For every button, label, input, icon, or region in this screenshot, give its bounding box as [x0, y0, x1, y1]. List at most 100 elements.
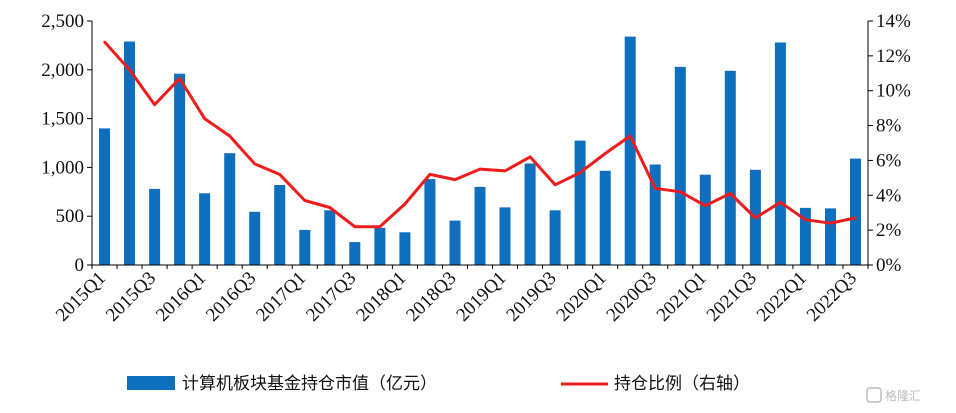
- line-point-2021Q4: [779, 201, 782, 204]
- x-tick-label: 2020Q3: [603, 268, 661, 326]
- right-tick-label: 2%: [876, 220, 902, 241]
- line-point-2015Q3: [153, 103, 156, 106]
- bar-2015Q4: [174, 73, 186, 265]
- right-tick-label: 10%: [876, 81, 911, 102]
- legend: 计算机板块基金持仓市值（亿元） 持仓比例（右轴）: [127, 374, 750, 394]
- bar-2016Q2: [224, 153, 236, 265]
- line-point-2018Q3: [453, 178, 457, 181]
- x-tick-label: 2022Q1: [753, 268, 811, 326]
- bar-2017Q3: [349, 242, 361, 265]
- bar-2019Q3: [549, 210, 561, 265]
- line-point-2022Q2: [829, 222, 832, 225]
- x-tick-label: 2015Q1: [52, 268, 110, 326]
- line-point-2022Q3: [854, 216, 857, 220]
- line-point-2019Q3: [553, 183, 557, 186]
- axes: [91, 21, 869, 269]
- bar-2015Q2: [124, 41, 135, 265]
- x-tick-label: 2017Q3: [302, 268, 360, 326]
- line-point-2016Q4: [278, 173, 281, 176]
- x-tick-label: 2021Q1: [653, 268, 711, 326]
- legend-line-label: 持仓比例（右轴）: [614, 374, 750, 394]
- bar-2019Q1: [499, 207, 511, 265]
- right-axis-ticks: 0% 2% 4% 6% 8% 10% 12% 14%: [868, 11, 911, 276]
- bar-2021Q4: [774, 42, 786, 265]
- bar-2015Q3: [149, 188, 161, 265]
- bar-2015Q1: [99, 128, 110, 265]
- bar-2022Q2: [825, 208, 836, 265]
- x-tick-label: 2019Q1: [452, 268, 510, 326]
- line-point-2016Q2: [228, 134, 231, 138]
- line-point-2020Q4: [679, 190, 682, 193]
- watermark-logo-icon: [866, 387, 882, 403]
- left-tick-label: 1,000: [41, 157, 84, 178]
- x-tick-label: 2021Q3: [703, 268, 761, 326]
- line-point-2018Q4: [478, 167, 482, 171]
- bar-2018Q1: [399, 232, 411, 265]
- line-point-2021Q1: [704, 204, 707, 207]
- left-tick-label: 1,500: [41, 109, 84, 130]
- line-point-2016Q1: [203, 117, 206, 120]
- line-point-2020Q3: [654, 187, 657, 190]
- bar-2021Q2: [724, 70, 736, 265]
- bar-2018Q3: [449, 220, 461, 265]
- bar-2016Q3: [249, 211, 261, 265]
- line-point-2017Q4: [378, 225, 382, 228]
- x-tick-label: 2018Q3: [402, 268, 460, 326]
- right-tick-label: 6%: [876, 150, 902, 171]
- x-tick-label: 2020Q1: [553, 268, 611, 326]
- x-tick-label: 2022Q3: [803, 268, 861, 326]
- line-point-2021Q2: [729, 192, 732, 195]
- line-point-2015Q4: [178, 77, 181, 80]
- bar-2016Q1: [199, 193, 211, 265]
- line-point-2020Q2: [629, 134, 632, 138]
- right-tick-label: 4%: [876, 185, 902, 206]
- bar-2020Q2: [624, 36, 636, 265]
- bar-2017Q4: [374, 227, 386, 265]
- bar-series: [99, 36, 861, 266]
- line-point-2022Q1: [804, 218, 807, 221]
- line-point-2019Q2: [528, 155, 532, 159]
- watermark-text: 格隆汇: [885, 388, 921, 403]
- watermark: 格隆汇: [866, 387, 921, 403]
- line-point-2018Q2: [428, 173, 432, 176]
- bar-2016Q4: [274, 185, 286, 265]
- x-tick-label: 2015Q3: [102, 268, 160, 326]
- line-point-2016Q3: [253, 162, 256, 166]
- line-series: [103, 40, 857, 229]
- left-tick-label: 2,500: [41, 11, 84, 32]
- bar-2017Q2: [324, 210, 336, 265]
- line-point-2021Q3: [754, 216, 757, 220]
- legend-bar-swatch: [127, 376, 175, 390]
- bar-2020Q3: [649, 164, 661, 265]
- x-tick-label: 2016Q1: [152, 268, 210, 326]
- x-axis-ticks: 2015Q12015Q32016Q12016Q32017Q12017Q32018…: [52, 268, 861, 326]
- right-tick-label: 14%: [876, 11, 911, 32]
- line-point-2017Q1: [303, 199, 306, 202]
- x-tick-label: 2017Q1: [252, 268, 310, 326]
- line-point-2015Q2: [128, 68, 131, 72]
- x-tick-label: 2018Q1: [352, 268, 410, 326]
- line-point-2017Q2: [328, 206, 331, 209]
- bar-2019Q2: [524, 163, 536, 265]
- bar-2018Q4: [474, 186, 486, 265]
- line-point-2018Q1: [403, 202, 407, 206]
- line-point-2020Q1: [604, 152, 607, 155]
- line-point-2017Q3: [353, 225, 356, 228]
- x-tick-label: 2019Q3: [502, 268, 560, 326]
- left-tick-label: 500: [56, 206, 85, 227]
- legend-bar-label: 计算机板块基金持仓市值（亿元）: [182, 374, 437, 394]
- x-tick-label: 2016Q3: [202, 268, 260, 326]
- line-point-2019Q4: [578, 171, 582, 174]
- bar-2017Q1: [299, 229, 311, 265]
- left-axis-ticks: 0 500 1,000 1,500 2,000 2,500: [41, 11, 92, 276]
- line-point-2015Q1: [103, 40, 106, 44]
- bar-2020Q1: [599, 170, 611, 265]
- bar-2022Q1: [799, 207, 811, 265]
- bar-2021Q1: [699, 174, 711, 265]
- left-tick-label: 2,000: [41, 60, 84, 81]
- left-tick-label: 0: [75, 255, 85, 276]
- right-tick-label: 0%: [876, 255, 902, 276]
- line-point-2019Q1: [503, 169, 507, 173]
- bar-2022Q3: [850, 158, 861, 265]
